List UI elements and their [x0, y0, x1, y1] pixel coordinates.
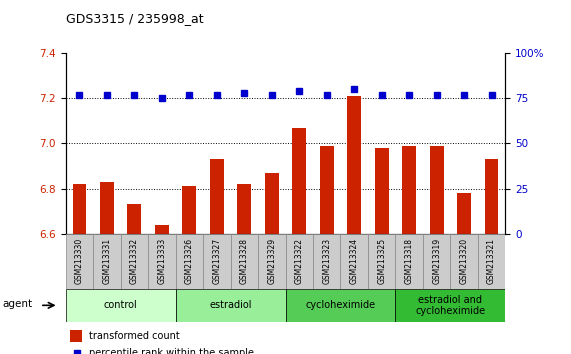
Text: estradiol and
cycloheximide: estradiol and cycloheximide [415, 295, 485, 316]
Text: GSM213331: GSM213331 [102, 238, 111, 284]
Text: GSM213320: GSM213320 [460, 238, 469, 284]
Bar [183, 186, 196, 234]
Bar [292, 127, 306, 234]
Text: GSM213322: GSM213322 [295, 238, 304, 284]
Bar [148, 234, 176, 289]
Text: control: control [104, 300, 138, 310]
Text: percentile rank within the sample: percentile rank within the sample [89, 348, 254, 354]
Bar [66, 234, 93, 289]
Bar [238, 184, 251, 234]
Bar [127, 204, 141, 234]
Text: cycloheximide: cycloheximide [305, 300, 376, 310]
Text: GSM213318: GSM213318 [405, 238, 413, 284]
Text: GSM213332: GSM213332 [130, 238, 139, 284]
Bar [203, 234, 231, 289]
Bar [286, 234, 313, 289]
Bar [485, 159, 498, 234]
Bar [66, 289, 176, 322]
Bar [176, 234, 203, 289]
Bar [368, 234, 395, 289]
Text: GSM213321: GSM213321 [487, 238, 496, 284]
Bar [457, 193, 471, 234]
Text: transformed count: transformed count [89, 331, 179, 341]
Bar [313, 234, 340, 289]
Bar [320, 145, 333, 234]
Bar [478, 234, 505, 289]
Text: GSM213319: GSM213319 [432, 238, 441, 284]
Text: GSM213330: GSM213330 [75, 238, 84, 284]
Bar [100, 182, 114, 234]
Text: GSM213326: GSM213326 [185, 238, 194, 284]
Bar [258, 234, 286, 289]
Text: agent: agent [3, 299, 33, 309]
Text: GSM213324: GSM213324 [349, 238, 359, 284]
Bar [73, 184, 86, 234]
Text: GDS3315 / 235998_at: GDS3315 / 235998_at [66, 12, 203, 25]
Bar [265, 173, 279, 234]
Text: GSM213329: GSM213329 [267, 238, 276, 284]
Bar [155, 225, 168, 234]
Bar [395, 234, 423, 289]
Text: GSM213323: GSM213323 [322, 238, 331, 284]
Bar [395, 289, 505, 322]
Text: estradiol: estradiol [210, 300, 252, 310]
Bar [340, 234, 368, 289]
Bar [231, 234, 258, 289]
Text: GSM213325: GSM213325 [377, 238, 386, 284]
Bar [430, 145, 444, 234]
Bar [286, 289, 395, 322]
Text: GSM213327: GSM213327 [212, 238, 222, 284]
Bar [403, 145, 416, 234]
Bar [70, 330, 82, 342]
Text: GSM213328: GSM213328 [240, 238, 249, 284]
Bar [93, 234, 120, 289]
Bar [210, 159, 224, 234]
Bar [347, 96, 361, 234]
Bar [375, 148, 388, 234]
Text: GSM213333: GSM213333 [158, 238, 166, 284]
Bar [176, 289, 286, 322]
Bar [451, 234, 478, 289]
Bar [120, 234, 148, 289]
Bar [423, 234, 451, 289]
